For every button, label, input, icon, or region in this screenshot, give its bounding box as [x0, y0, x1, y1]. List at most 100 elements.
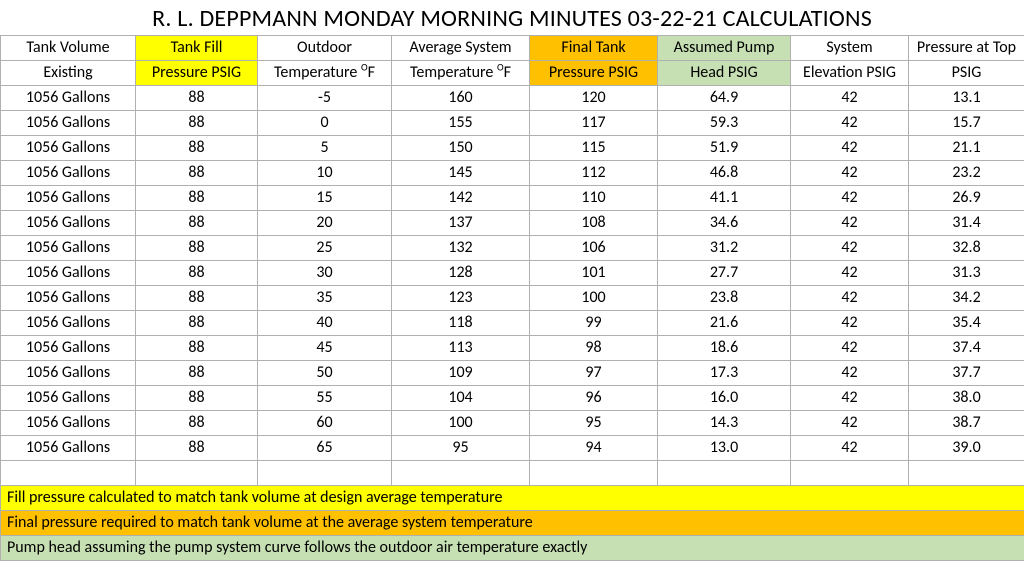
table-row: 1056 Gallons881514211041.14226.9: [1, 186, 1024, 211]
table-cell: 1056 Gallons: [1, 111, 136, 136]
table-cell: 42: [791, 361, 909, 386]
table-cell: 59.3: [658, 111, 791, 136]
note-row: Pump head assuming the pump system curve…: [1, 536, 1024, 561]
table-row: 1056 Gallons88501099717.34237.7: [1, 361, 1024, 386]
table-cell: 95: [392, 436, 530, 461]
table-row: 1056 Gallons88451139818.64237.4: [1, 336, 1024, 361]
col-header-line1: System: [791, 36, 909, 61]
table-cell: 88: [136, 161, 258, 186]
table-cell: 113: [392, 336, 530, 361]
table-cell: 42: [791, 436, 909, 461]
table-cell: 1056 Gallons: [1, 286, 136, 311]
table-cell: 1056 Gallons: [1, 261, 136, 286]
table-cell: 155: [392, 111, 530, 136]
table-cell: 42: [791, 311, 909, 336]
note-text: Fill pressure calculated to match tank v…: [1, 486, 1024, 511]
table-cell: 88: [136, 186, 258, 211]
table-cell: 88: [136, 311, 258, 336]
col-header-line1: Tank Fill: [136, 36, 258, 61]
col-header-line1: Outdoor: [258, 36, 392, 61]
table-cell: 35: [258, 286, 392, 311]
table-cell: 38.7: [909, 411, 1024, 436]
table-row: 1056 Gallons883512310023.84234.2: [1, 286, 1024, 311]
table-cell: 15.7: [909, 111, 1024, 136]
note-text: Pump head assuming the pump system curve…: [1, 536, 1024, 561]
table-cell: 25: [258, 236, 392, 261]
table-cell: 16.0: [658, 386, 791, 411]
table-cell: 23.2: [909, 161, 1024, 186]
table-cell: 1056 Gallons: [1, 336, 136, 361]
table-cell: 97: [530, 361, 658, 386]
table-cell: 64.9: [658, 86, 791, 111]
table-cell: 150: [392, 136, 530, 161]
table-cell: 42: [791, 336, 909, 361]
table-cell: 88: [136, 211, 258, 236]
col-header-line2: Pressure PSIG: [530, 61, 658, 86]
table-cell: 42: [791, 186, 909, 211]
table-cell: 101: [530, 261, 658, 286]
table-cell: 26.9: [909, 186, 1024, 211]
table-cell: 37.4: [909, 336, 1024, 361]
table-cell: 99: [530, 311, 658, 336]
table-row: 1056 Gallons88401189921.64235.4: [1, 311, 1024, 336]
table-cell: 88: [136, 136, 258, 161]
table-cell: 42: [791, 236, 909, 261]
spacer-row: [1, 461, 1024, 486]
table-cell: 34.6: [658, 211, 791, 236]
table-cell: 1056 Gallons: [1, 311, 136, 336]
table-cell: 55: [258, 386, 392, 411]
table-cell: 31.4: [909, 211, 1024, 236]
table-cell: 42: [791, 411, 909, 436]
table-cell: 160: [392, 86, 530, 111]
table-cell: 1056 Gallons: [1, 161, 136, 186]
table-row: 1056 Gallons882513210631.24232.8: [1, 236, 1024, 261]
table-cell: 142: [392, 186, 530, 211]
table-cell: 30: [258, 261, 392, 286]
table-cell: 42: [791, 286, 909, 311]
table-cell: 117: [530, 111, 658, 136]
table-container: R. L. DEPPMANN MONDAY MORNING MINUTES 03…: [0, 0, 1024, 561]
col-header-line1: Tank Volume: [1, 36, 136, 61]
table-cell: 42: [791, 211, 909, 236]
col-header-line2: Temperature OF: [392, 61, 530, 86]
table-cell: 112: [530, 161, 658, 186]
table-cell: 100: [392, 411, 530, 436]
table-cell: 20: [258, 211, 392, 236]
table-cell: 1056 Gallons: [1, 436, 136, 461]
table-row: 1056 Gallons88601009514.34238.7: [1, 411, 1024, 436]
note-row: Final pressure required to match tank vo…: [1, 511, 1024, 536]
note-text: Final pressure required to match tank vo…: [1, 511, 1024, 536]
table-cell: 98: [530, 336, 658, 361]
table-row: 1056 Gallons88-516012064.94213.1: [1, 86, 1024, 111]
table-cell: 88: [136, 261, 258, 286]
table-cell: 5: [258, 136, 392, 161]
table-cell: 45: [258, 336, 392, 361]
table-cell: 31.3: [909, 261, 1024, 286]
table-cell: 40: [258, 311, 392, 336]
table-row: 1056 Gallons8865959413.04239.0: [1, 436, 1024, 461]
table-row: 1056 Gallons88015511759.34215.7: [1, 111, 1024, 136]
table-cell: 0: [258, 111, 392, 136]
table-cell: 32.8: [909, 236, 1024, 261]
page-title: R. L. DEPPMANN MONDAY MORNING MINUTES 03…: [0, 0, 1024, 35]
table-cell: 31.2: [658, 236, 791, 261]
table-cell: 96: [530, 386, 658, 411]
table-cell: 15: [258, 186, 392, 211]
table-cell: 104: [392, 386, 530, 411]
table-cell: 118: [392, 311, 530, 336]
table-row: 1056 Gallons881014511246.84223.2: [1, 161, 1024, 186]
table-cell: 145: [392, 161, 530, 186]
table-cell: 123: [392, 286, 530, 311]
table-cell: 21.1: [909, 136, 1024, 161]
table-cell: 88: [136, 111, 258, 136]
table-cell: 120: [530, 86, 658, 111]
table-cell: 100: [530, 286, 658, 311]
table-row: 1056 Gallons882013710834.64231.4: [1, 211, 1024, 236]
table-cell: -5: [258, 86, 392, 111]
table-cell: 42: [791, 261, 909, 286]
table-cell: 42: [791, 86, 909, 111]
table-cell: 23.8: [658, 286, 791, 311]
table-cell: 51.9: [658, 136, 791, 161]
table-cell: 46.8: [658, 161, 791, 186]
table-cell: 34.2: [909, 286, 1024, 311]
